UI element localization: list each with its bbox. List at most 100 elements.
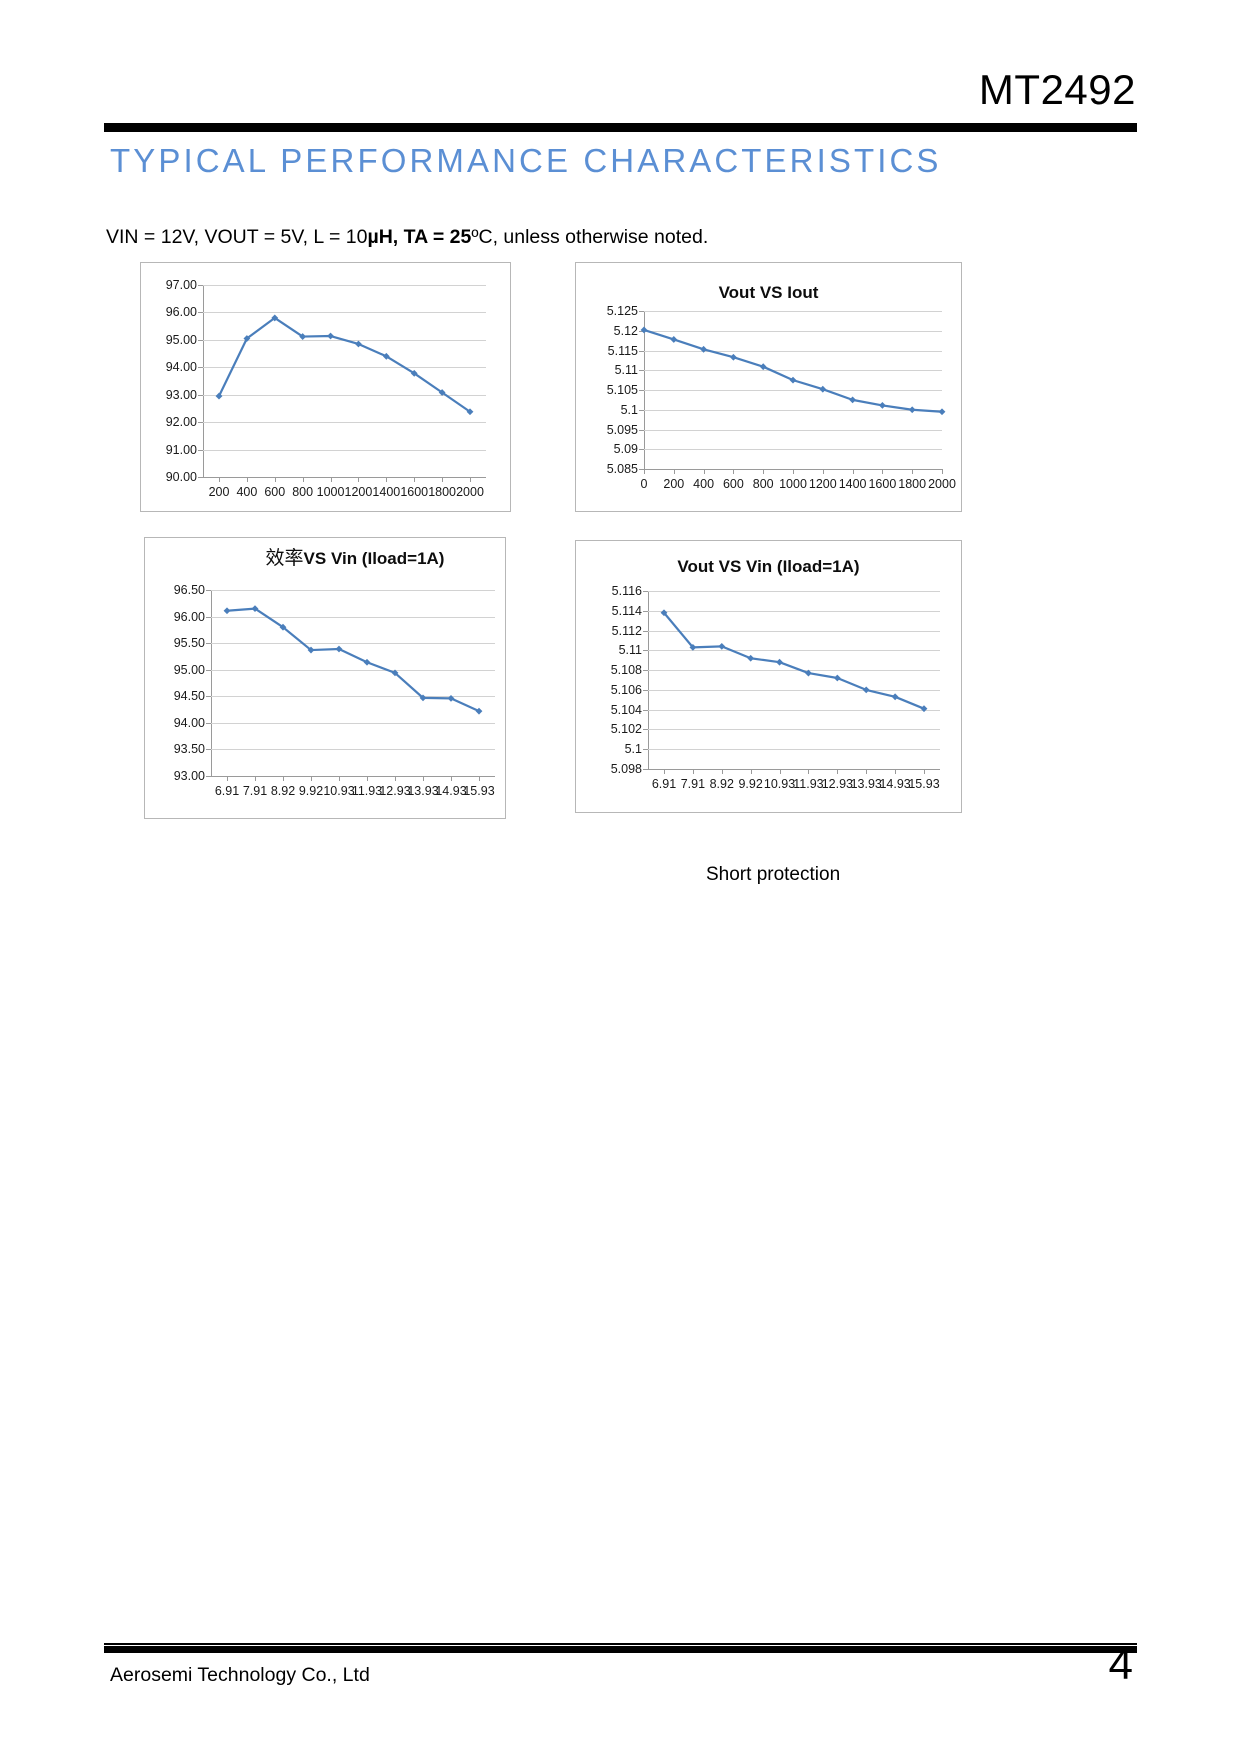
gridline: [648, 689, 940, 691]
x-axis-line-0: [203, 477, 486, 478]
footer-divider: [104, 1643, 1137, 1653]
y-tick: [639, 409, 644, 411]
x-tick: [395, 776, 396, 781]
y-tick: [206, 616, 211, 618]
x-tick: [302, 477, 304, 482]
x-axis-label: 15.93: [463, 784, 495, 798]
x-tick: [358, 477, 360, 482]
gridline: [203, 449, 486, 451]
chart-vout-vs-vin: Vout VS Vin (Iload=1A) 5.116 5.114 5.112 5.…: [575, 540, 962, 813]
x-axis-label: 1200: [808, 477, 837, 491]
plot-area-2: 96.50 96.00 95.50 95.00 94.50 94.00 93.50 93.00…: [174, 583, 495, 798]
x-axis-label: 2000: [928, 477, 956, 491]
data-point: [776, 658, 783, 666]
y-axis-label: 5.09: [613, 442, 638, 457]
y-axis-label: 97.00: [165, 278, 197, 292]
footer-company: Aerosemi Technology Co., Ltd: [110, 1664, 370, 1686]
gridline: [644, 370, 942, 372]
data-point: [327, 332, 334, 340]
data-point: [862, 686, 870, 694]
gridline: [648, 650, 940, 652]
x-tick: [442, 477, 444, 482]
gridline: [648, 729, 940, 731]
chart-title-efficiency-vs-vin: 效率VS Vin (Iload=1A): [145, 543, 505, 570]
data-point: [335, 645, 343, 653]
x-axis-label: 200: [663, 477, 685, 491]
x-axis-line-3: [648, 769, 940, 770]
x-tick: [673, 469, 675, 474]
data-point: [938, 408, 946, 416]
gridline: [211, 696, 495, 698]
x-axis-label: 6.91: [214, 784, 240, 798]
x-tick: [423, 776, 424, 781]
x-axis-label: 13.93: [407, 784, 439, 798]
data-point: [419, 694, 427, 702]
x-tick: [451, 776, 452, 781]
gridline: [211, 669, 495, 671]
y-axis-label: 94.00: [173, 715, 205, 730]
conditions-prefix: VIN = 12V, VOUT = 5V, L = 10: [106, 226, 368, 248]
x-axis-label: 1800: [428, 485, 457, 499]
data-point: [640, 326, 648, 334]
x-tick: [283, 776, 284, 781]
gridline: [644, 330, 942, 332]
data-point: [833, 674, 841, 682]
conditions-degree: ºC: [471, 226, 493, 248]
data-point: [700, 345, 707, 353]
x-axis-label: 600: [264, 485, 286, 499]
data-point: [215, 392, 223, 400]
y-tick: [643, 650, 648, 652]
y-axis-label: 95.00: [173, 662, 205, 677]
y-tick: [643, 749, 648, 751]
data-point: [391, 669, 399, 677]
gridline: [644, 429, 942, 431]
gridline: [211, 722, 495, 724]
x-tick: [386, 477, 388, 482]
y-axis-label: 90.00: [165, 470, 197, 484]
x-axis-label: 12.93: [821, 777, 853, 791]
test-conditions: VIN = 12V, VOUT = 5V, L = 10µH, TA = 25º…: [106, 226, 708, 249]
gridline: [203, 312, 486, 314]
gridline: [644, 449, 942, 451]
x-tick: [837, 769, 839, 774]
x-axis-label: 11.93: [793, 777, 824, 791]
x-axis-label: 9.92: [298, 784, 324, 798]
data-point: [660, 609, 668, 617]
x-tick: [882, 469, 884, 474]
x-axis-label: 800: [752, 477, 774, 491]
chart-title-vout-vs-vin: Vout VS Vin (Iload=1A): [677, 557, 860, 576]
y-axis-label: 5.095: [606, 422, 638, 437]
x-axis-label: 15.93: [908, 777, 940, 791]
x-axis-label: 6.91: [651, 777, 677, 791]
y-tick: [198, 312, 203, 314]
gridline: [648, 749, 940, 751]
x-axis-label: 11.93: [351, 784, 383, 798]
gridline: [648, 630, 940, 632]
y-tick: [198, 449, 203, 451]
y-axis-label: 5.104: [610, 702, 642, 717]
chart-title-vout-vs-iout: Vout VS Iout: [718, 283, 819, 302]
y-axis-label: 5.085: [606, 462, 638, 476]
data-point: [819, 385, 827, 393]
x-axis-line-2: [211, 776, 495, 777]
y-tick: [206, 776, 211, 777]
page-title: TYPICAL PERFORMANCE CHARACTERISTICS: [110, 142, 942, 179]
y-axis-label: 5.11: [618, 643, 642, 658]
gridline: [211, 616, 495, 618]
y-axis-label: 95.00: [165, 332, 197, 347]
y-axis-line-2: [211, 590, 212, 776]
y-axis-line-3: [648, 591, 649, 769]
y-tick: [198, 367, 203, 369]
gridline: [648, 670, 940, 672]
y-tick: [206, 590, 211, 591]
x-axis-label: 1400: [372, 485, 401, 499]
data-point: [355, 340, 362, 348]
y-axis-label: 94.50: [173, 689, 205, 704]
gridline: [644, 390, 942, 391]
y-axis-label: 5.12: [613, 323, 638, 338]
data-point: [271, 314, 279, 322]
x-tick: [339, 776, 340, 781]
y-tick: [206, 722, 211, 724]
x-axis-label: 800: [292, 485, 314, 499]
y-tick: [198, 394, 203, 396]
